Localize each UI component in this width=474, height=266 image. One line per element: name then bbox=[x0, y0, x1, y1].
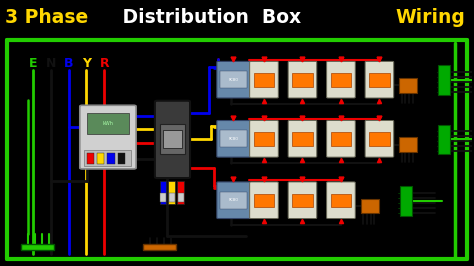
FancyBboxPatch shape bbox=[80, 105, 136, 169]
Bar bbox=[177, 181, 184, 204]
Text: B: B bbox=[64, 57, 73, 70]
Bar bbox=[331, 194, 351, 207]
Bar bbox=[160, 124, 185, 154]
Bar bbox=[87, 153, 94, 164]
FancyBboxPatch shape bbox=[250, 61, 278, 98]
Bar bbox=[178, 193, 183, 202]
Bar bbox=[220, 130, 247, 147]
FancyBboxPatch shape bbox=[250, 182, 278, 219]
Bar bbox=[87, 113, 129, 134]
FancyBboxPatch shape bbox=[155, 101, 190, 178]
Text: Wiring: Wiring bbox=[396, 9, 465, 27]
FancyBboxPatch shape bbox=[327, 120, 355, 157]
Bar bbox=[292, 194, 312, 207]
FancyBboxPatch shape bbox=[217, 182, 250, 219]
FancyBboxPatch shape bbox=[327, 61, 355, 98]
Bar bbox=[331, 73, 351, 87]
Text: N: N bbox=[46, 57, 56, 70]
Bar bbox=[400, 186, 411, 215]
Bar bbox=[118, 153, 125, 164]
Bar bbox=[254, 73, 274, 87]
Bar bbox=[369, 73, 390, 87]
Text: R: R bbox=[100, 57, 109, 70]
Bar bbox=[21, 244, 54, 250]
Bar bbox=[400, 137, 417, 152]
Bar bbox=[369, 132, 390, 146]
Bar bbox=[160, 193, 166, 202]
FancyBboxPatch shape bbox=[250, 120, 278, 157]
Bar bbox=[168, 181, 175, 204]
Text: 3 Phase: 3 Phase bbox=[5, 9, 88, 27]
Bar bbox=[143, 244, 176, 250]
Text: RCBO: RCBO bbox=[228, 198, 238, 202]
Text: Distribution  Box: Distribution Box bbox=[116, 9, 308, 27]
FancyBboxPatch shape bbox=[288, 182, 317, 219]
Bar bbox=[108, 153, 115, 164]
Bar bbox=[160, 181, 166, 204]
Text: kWh: kWh bbox=[102, 121, 113, 126]
Bar bbox=[97, 153, 104, 164]
Bar bbox=[84, 149, 131, 165]
FancyBboxPatch shape bbox=[217, 61, 250, 98]
FancyBboxPatch shape bbox=[327, 182, 355, 219]
FancyBboxPatch shape bbox=[365, 120, 394, 157]
Bar bbox=[292, 132, 312, 146]
Bar bbox=[438, 124, 450, 154]
FancyBboxPatch shape bbox=[217, 120, 250, 157]
Bar bbox=[254, 194, 274, 207]
Bar bbox=[220, 192, 247, 209]
Bar bbox=[361, 198, 379, 213]
Bar bbox=[254, 132, 274, 146]
Text: RCBO: RCBO bbox=[228, 137, 238, 141]
Bar bbox=[220, 71, 247, 88]
Bar bbox=[400, 78, 417, 93]
Bar bbox=[438, 65, 450, 95]
Bar bbox=[169, 193, 174, 202]
Bar bbox=[163, 130, 182, 148]
Text: Y: Y bbox=[82, 57, 91, 70]
Bar bbox=[331, 132, 351, 146]
Bar bbox=[292, 73, 312, 87]
Text: RCBO: RCBO bbox=[228, 78, 238, 82]
FancyBboxPatch shape bbox=[288, 120, 317, 157]
Text: E: E bbox=[28, 57, 37, 70]
FancyBboxPatch shape bbox=[288, 61, 317, 98]
FancyBboxPatch shape bbox=[365, 61, 394, 98]
